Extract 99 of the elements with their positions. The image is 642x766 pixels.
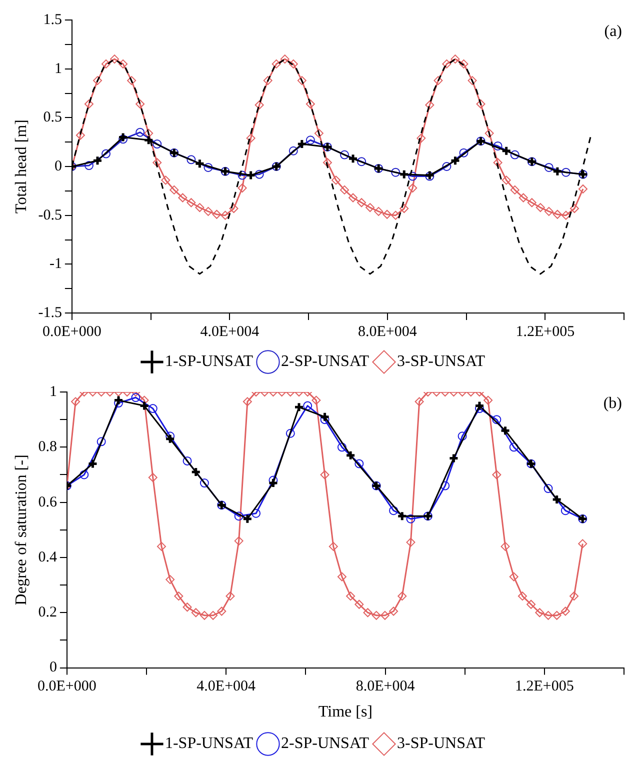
point [398,169,410,180]
point [561,168,570,177]
point [348,153,358,164]
annotation: (a) [604,23,622,40]
point [459,148,468,158]
point [268,478,278,488]
point [306,136,315,145]
point [406,514,416,524]
y-axis-title: Total head [m] [12,120,30,214]
point [96,437,106,446]
point [286,428,295,438]
point [204,162,213,172]
point [492,415,502,424]
point [131,393,140,402]
y-tick-label: -1.5 [38,304,62,321]
point [296,138,308,150]
point [303,401,312,410]
point [357,157,366,166]
legend-label: 3-SP-UNSAT [397,735,486,752]
y-tick-label: 0.4 [38,549,58,566]
y-tick-label: 0 [49,660,57,676]
point [552,494,562,505]
point [80,470,89,480]
point [389,506,398,516]
y-tick-label: 0 [54,158,62,174]
point [113,395,124,406]
point [148,404,158,414]
point [320,412,330,422]
point [474,400,485,412]
point [234,512,244,521]
point [440,481,450,490]
y-axis-title: Degree of saturation [-] [12,454,30,606]
y-tick-label: -0.5 [38,207,62,224]
point [552,166,563,177]
point [337,442,346,452]
y-tick-label: 1 [49,384,57,400]
x-tick-label: 1.2E+005 [514,678,574,695]
x-tick-label: 0.0E+000 [38,678,96,695]
point [139,400,150,412]
point [252,508,261,518]
x-tick-label: 0.0E+000 [42,324,102,340]
point [246,170,256,181]
point [118,132,128,142]
point [408,172,418,181]
x-axis-title: Time [s] [318,704,373,721]
x-tick-label: 1.2E+005 [516,324,575,340]
point [544,162,554,172]
point [288,146,298,156]
point [118,134,128,144]
point [182,456,192,466]
point [501,146,512,156]
point [200,478,209,488]
point [340,150,350,160]
point [442,162,452,171]
x-tick-label: 8.0E+004 [356,678,416,695]
point [391,168,400,177]
point [458,432,467,441]
point [87,458,98,469]
y-tick-label: 0.6 [38,494,58,510]
legend-label: 1-SP-UNSAT [164,353,254,370]
point [190,466,202,478]
point [500,425,511,436]
point [143,134,154,146]
point [294,402,304,412]
point [238,170,247,180]
point [194,158,205,169]
legend-label: 3-SP-UNSAT [397,353,486,370]
y-tick-label: 1 [54,60,62,77]
point [544,484,553,494]
point [448,452,459,464]
x-tick-label: 4.0E+004 [200,324,260,340]
point [396,510,408,522]
point [450,155,460,166]
point [136,128,145,137]
point [242,514,253,524]
legend-label: 1-SP-UNSAT [164,735,254,752]
y-tick-label: 0.5 [43,110,62,126]
point [92,155,103,166]
annotation: (b) [603,395,622,412]
point [152,140,162,149]
point [493,141,502,150]
y-tick-label: 0.2 [38,604,57,621]
point [166,432,175,441]
point [164,434,176,444]
point [510,150,520,160]
x-tick-label: 4.0E+004 [196,678,256,695]
point [102,149,111,158]
point [509,442,518,452]
y-tick-label: 0.8 [38,439,57,456]
point [354,459,364,468]
point [254,170,264,179]
x-tick-label: 8.0E+004 [358,324,418,340]
y-tick-label: 1.5 [43,12,62,28]
point [345,450,356,461]
y-tick-label: -1 [49,256,62,272]
legend-label: 2-SP-UNSAT [280,735,370,752]
point [186,155,196,164]
point [84,161,94,170]
legend-label: 2-SP-UNSAT [280,353,370,370]
